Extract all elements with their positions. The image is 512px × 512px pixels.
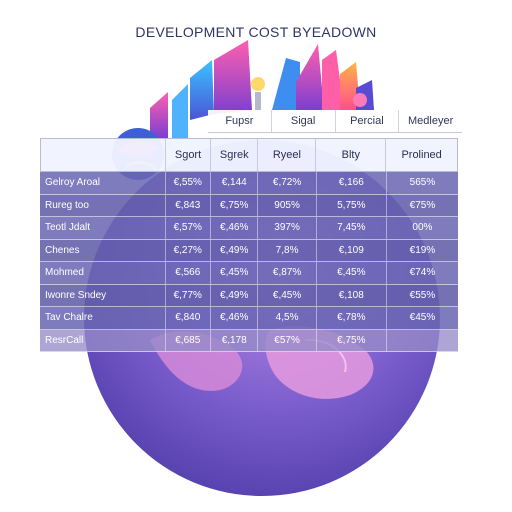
page-title: DEVELOPMENT COST BYEADOWN bbox=[135, 24, 377, 40]
row-label: Tav Chalre bbox=[45, 312, 93, 323]
table-cell: €,75% bbox=[209, 194, 257, 216]
table-cell: €,108 bbox=[315, 284, 386, 306]
table-cell: €,87% bbox=[257, 262, 315, 284]
table-cell: 5,75% bbox=[315, 194, 386, 216]
table-cell: €,144 bbox=[209, 172, 257, 194]
table-row: Iwonre Sndey €,77% €,49% €,45% €,108 €55… bbox=[40, 284, 458, 307]
column-header: Sgort bbox=[164, 139, 210, 171]
table-cell: 905% bbox=[257, 194, 315, 216]
table-cell: 565% bbox=[385, 172, 458, 194]
column-header: Blty bbox=[315, 139, 385, 171]
table-cell: €,843 bbox=[164, 194, 210, 216]
table-cell: €,685 bbox=[164, 329, 210, 351]
top-header-row: Fupsr Sigal Percial Medleyer bbox=[208, 110, 462, 133]
table-cell: €55% bbox=[385, 284, 458, 306]
table-cell: €,49% bbox=[209, 284, 257, 306]
column-header: Ryeel bbox=[257, 139, 315, 171]
table-body: Gelroy Aroal €,55% €,144 €,72% €,166 565… bbox=[40, 172, 458, 352]
table-cell: €,166 bbox=[315, 172, 386, 194]
table-row: Tav Chalre €,840 €,46% 4,5% €,78% €45% bbox=[40, 307, 458, 330]
row-label: Iwonre Sndey bbox=[45, 289, 107, 301]
table-cell: 7,45% bbox=[315, 217, 386, 239]
table-cell: €75% bbox=[385, 194, 458, 216]
top-header-cell: Percial bbox=[334, 110, 399, 132]
table-cell: €,57% bbox=[164, 217, 210, 239]
table-cell: €,46% bbox=[209, 217, 257, 239]
row-label: Mohmed bbox=[45, 267, 84, 278]
column-header bbox=[41, 139, 165, 171]
table-cell: €,840 bbox=[164, 307, 210, 329]
table-row: Rureg too €,843 €,75% 905% 5,75% €75% bbox=[40, 194, 458, 217]
table-cell: €,45% bbox=[315, 262, 386, 284]
table-cell bbox=[385, 329, 458, 351]
table-cell: €,109 bbox=[315, 239, 386, 261]
row-label: Rureg too bbox=[45, 199, 89, 211]
row-label: Chenes bbox=[45, 244, 80, 256]
table-cell: €,55% bbox=[164, 172, 210, 194]
table-cell: €,49% bbox=[209, 239, 257, 261]
table-cell: €,77% bbox=[164, 284, 210, 306]
table-cell: €,566 bbox=[164, 262, 210, 284]
table-cell: €,45% bbox=[257, 284, 315, 306]
table-cell: €,75% bbox=[315, 329, 386, 351]
row-label: ResrCall bbox=[45, 334, 84, 346]
table-cell: €,178 bbox=[209, 329, 257, 351]
table-cell: 00% bbox=[385, 217, 458, 239]
column-header: Sgrek bbox=[210, 139, 257, 171]
table-cell: €74% bbox=[385, 262, 458, 284]
table-cell: 7,8% bbox=[257, 239, 315, 261]
top-header-cell: Fupsr bbox=[225, 115, 254, 127]
table-row: Teotl Jdalt €,57% €,46% 397% 7,45% 00% bbox=[40, 217, 458, 240]
table-cell: €57% bbox=[257, 329, 315, 351]
table-cell: 397% bbox=[257, 217, 315, 239]
table-row: ResrCall €,685 €,178 €57% €,75% bbox=[40, 329, 458, 352]
top-header-cell: Medleyer bbox=[398, 110, 462, 132]
skyline-icon bbox=[150, 40, 374, 138]
table-row: Gelroy Aroal €,55% €,144 €,72% €,166 565… bbox=[40, 172, 458, 195]
top-header-cell: Sigal bbox=[270, 110, 335, 132]
row-label: Gelroy Aroal bbox=[45, 177, 101, 188]
column-header: Prolined bbox=[385, 139, 457, 171]
cost-table: Sgort Sgrek Ryeel Blty Prolined Gelroy A… bbox=[40, 138, 458, 352]
table-cell: €,27% bbox=[164, 239, 210, 261]
table-cell: €,46% bbox=[209, 307, 257, 329]
table-cell: €,45% bbox=[209, 262, 257, 284]
table-cell: €45% bbox=[385, 307, 458, 329]
table-row: Chenes €,27% €,49% 7,8% €,109 €19% bbox=[40, 239, 458, 262]
table-row: Mohmed €,566 €,45% €,87% €,45% €74% bbox=[40, 262, 458, 285]
table-cell: €,78% bbox=[315, 307, 386, 329]
table-cell: €,72% bbox=[257, 172, 315, 194]
row-label: Teotl Jdalt bbox=[45, 222, 91, 233]
table-header-row: Sgort Sgrek Ryeel Blty Prolined bbox=[40, 138, 458, 172]
table-cell: 4,5% bbox=[257, 307, 315, 329]
table-cell: €19% bbox=[385, 239, 458, 261]
